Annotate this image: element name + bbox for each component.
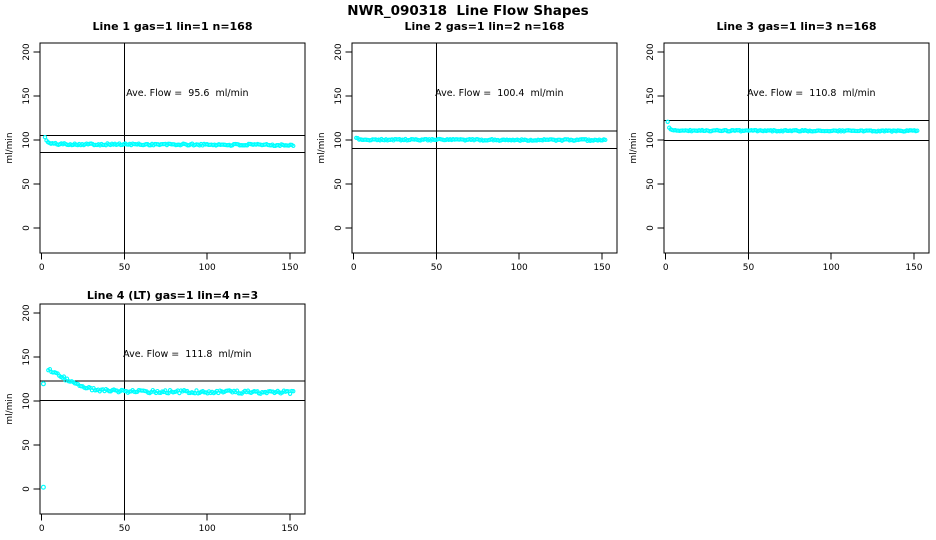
y-tick-label: 100 — [22, 131, 32, 148]
y-tick-label: 50 — [22, 178, 32, 190]
data-point — [915, 128, 920, 133]
x-tick-label: 50 — [431, 263, 443, 273]
x-tick-label: 100 — [199, 524, 216, 534]
y-axis-label: ml/min — [317, 132, 327, 163]
y-tick-label: 200 — [22, 43, 32, 60]
y-tick-label: 0 — [646, 225, 656, 231]
ave-flow-annotation: Ave. Flow = 111.8 ml/min — [123, 349, 251, 360]
y-tick-label: 50 — [646, 178, 656, 190]
data-point — [603, 137, 608, 143]
y-axis-label: ml/min — [629, 132, 639, 163]
subplot-title-line-2: Line 2 gas=1 lin=2 n=168 — [404, 20, 565, 33]
x-tick-label: 50 — [119, 263, 131, 273]
subplot-title-line-1: Line 1 gas=1 lin=1 n=168 — [92, 20, 253, 33]
x-tick-label: 150 — [593, 263, 610, 273]
subplot-title-line-3: Line 3 gas=1 lin=3 n=168 — [716, 20, 877, 33]
plot-box — [351, 42, 618, 254]
flow-points-series — [42, 135, 296, 149]
plot-box — [663, 42, 930, 254]
plot-canvas-line-4: 0 50 100 150 200 0 50 100 150 ml/min Ave. Flow = 1… — [5, 303, 306, 534]
flow-points-series — [665, 119, 920, 134]
main-title: NWR_090318 Line Flow Shapes — [347, 3, 589, 19]
y-tick-label: 0 — [22, 225, 32, 231]
y-tick-label: 100 — [334, 131, 344, 148]
x-tick-label: 100 — [199, 263, 216, 273]
data-point — [61, 374, 67, 379]
data-point — [291, 143, 296, 149]
x-tick-label: 0 — [663, 263, 669, 273]
x-tick-label: 0 — [39, 263, 45, 273]
y-tick-label: 0 — [22, 486, 32, 492]
flow-points-series — [40, 366, 296, 490]
y-tick-label: 150 — [22, 87, 32, 104]
y-tick-label: 50 — [334, 178, 344, 190]
x-tick-label: 50 — [119, 524, 131, 534]
y-tick-label: 150 — [22, 348, 32, 365]
y-tick-label: 200 — [646, 43, 656, 60]
y-tick-label: 200 — [22, 304, 32, 321]
y-tick-label: 150 — [646, 87, 656, 104]
outlier-point — [40, 484, 46, 490]
data-point — [665, 119, 670, 124]
y-axis-label: ml/min — [5, 132, 15, 163]
x-tick-label: 150 — [905, 263, 922, 273]
data-point — [183, 388, 188, 394]
y-tick-label: 100 — [22, 392, 32, 409]
plot-canvas-line-3: 0 50 100 150 200 0 50 100 150 ml/min Ave. Flow = 1… — [629, 42, 930, 273]
x-tick-label: 0 — [351, 263, 357, 273]
x-tick-label: 150 — [281, 263, 298, 273]
data-point — [291, 389, 296, 394]
plot-canvas-line-1: 0 50 100 150 200 0 50 100 150 ml/min Ave. Flow = 9… — [5, 42, 306, 273]
flow-points-series — [354, 135, 608, 143]
plot-box — [39, 42, 306, 254]
ave-flow-annotation: Ave. Flow = 100.4 ml/min — [435, 88, 563, 99]
data-point — [122, 388, 127, 394]
data-point — [42, 135, 48, 140]
y-tick-label: 50 — [22, 439, 32, 451]
plot-canvas-line-2: 0 50 100 150 200 0 50 100 150 ml/min Ave. Flow = 1… — [317, 42, 618, 273]
y-tick-label: 100 — [646, 131, 656, 148]
subplot-title-line-4: Line 4 (LT) gas=1 lin=4 n=3 — [86, 289, 259, 302]
ave-flow-annotation: Ave. Flow = 95.6 ml/min — [126, 88, 248, 99]
x-tick-label: 0 — [39, 524, 45, 534]
x-tick-label: 50 — [743, 263, 755, 273]
x-tick-label: 100 — [823, 263, 840, 273]
x-tick-label: 100 — [511, 263, 528, 273]
y-tick-label: 0 — [334, 225, 344, 231]
y-axis-label: ml/min — [5, 393, 15, 424]
plot-box — [39, 303, 306, 515]
outlier-point — [40, 381, 46, 387]
y-tick-label: 150 — [334, 87, 344, 104]
x-tick-label: 150 — [281, 524, 298, 534]
ave-flow-annotation: Ave. Flow = 110.8 ml/min — [747, 88, 875, 99]
y-tick-label: 200 — [334, 43, 344, 60]
